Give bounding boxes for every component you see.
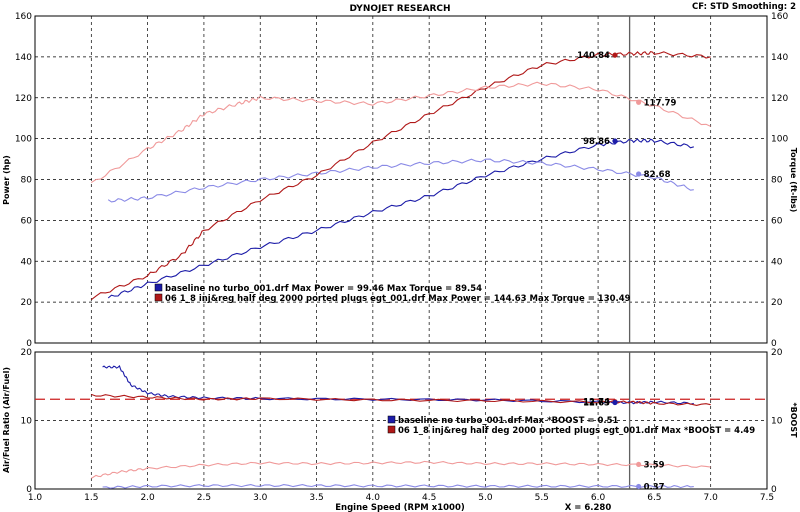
point-marker [636,483,642,490]
legend-entry-turbo: 06 1_8 inj&reg half deg 2000 ported plug… [165,294,631,304]
point-marker [612,138,618,144]
series-turbo_torque [90,81,711,184]
series-baseline_afr [102,365,694,405]
point-value-label: 140.84 [577,51,610,61]
y-tick-label-right: 160 [771,12,788,22]
y-tick-label-right: 10 [771,417,783,427]
x-tick-label: 4.0 [366,493,381,503]
x-tick-label: 1.0 [28,493,43,503]
y-tick-label-left: 140 [15,53,32,63]
chart-settings-info: CF: STD Smoothing: 2 [692,2,796,12]
point-marker [612,52,618,58]
point-value-label: 12.74 [583,398,610,408]
y-tick-label-left: 60 [21,216,33,226]
top-series-group [90,50,711,301]
top-legend: baseline no turbo_001.drf Max Power = 99… [154,283,631,304]
point-value-label: 0.37 [644,482,665,492]
point-value-label: 12.63 [583,398,610,408]
x-tick-label: 3.0 [253,493,268,503]
x-tick-label: 7.5 [760,493,774,503]
point-marker [636,171,642,177]
y-tick-label-right: 140 [771,53,788,63]
legend-entry-baseline: baseline no turbo_001.drf Max Power = 99… [165,284,482,294]
series-turbo_afr [91,393,711,406]
bottom-legend: baseline no turbo_001.drf Max *BOOST = 0… [387,415,755,436]
x-tick-label: 3.5 [309,493,323,503]
y-tick-label-right: 0 [771,339,777,349]
y-tick-label-right: 40 [771,257,783,267]
legend-swatch-turbo-boost [387,425,396,434]
y-tick-label-left: 40 [21,257,33,267]
y-tick-label-left: 80 [21,176,33,186]
legend-swatch-baseline-boost [387,415,396,424]
boost-axis-label: *BOOST [789,402,798,438]
legend-swatch-baseline [154,283,163,292]
bottom-series-group [91,365,711,489]
chart-title: DYNOJET RESEARCH [349,4,450,14]
top-gridlines [35,16,767,343]
y-tick-label-left: 160 [15,12,32,22]
x-axis-label: Engine Speed (RPM x1000) [335,503,465,512]
legend-entry-baseline-boost: baseline no turbo_001.drf Max *BOOST = 0… [398,416,619,426]
afr-axis-label: Air/Fuel Ratio (Air/Fuel) [2,367,11,473]
y-tick-label-left: 0 [26,485,32,495]
series-baseline_boost [102,484,694,489]
point-value-label: 117.79 [644,98,677,108]
power-axis-label: Power (hp) [2,155,11,205]
point-value-label: 82.68 [644,170,671,180]
x-tick-label: 6.5 [647,493,661,503]
y-tick-label-right: 0 [771,485,777,495]
torque-axis-label: Torque (ft-lbs) [789,148,798,213]
top-point-labels: 140.84 117.79 98.86 82.68 [577,51,676,180]
y-tick-label-left: 0 [26,339,32,349]
x-tick-label: 5.0 [478,493,493,503]
x-tick-label: 4.5 [422,493,436,503]
y-tick-label-right: 20 [771,348,783,358]
y-tick-label-right: 60 [771,216,783,226]
y-tick-label-right: 20 [771,298,783,308]
x-tick-label: 6.0 [591,493,606,503]
point-value-label: 98.86 [583,137,610,147]
series-baseline_power [107,138,694,299]
point-marker [636,461,642,468]
y-tick-label-left: 100 [15,135,32,145]
y-tick-label-right: 80 [771,176,783,186]
point-marker [636,99,642,105]
y-tick-label-right: 120 [771,94,788,104]
x-tick-label: 2.0 [140,493,155,503]
y-tick-label-left: 20 [21,298,33,308]
point-value-label: 3.59 [644,460,665,470]
legend-swatch-turbo [154,293,163,302]
x-tick-label: 7.0 [704,493,719,503]
y-tick-label-left: 20 [21,348,33,358]
y-tick-label-left: 10 [21,417,33,427]
series-turbo_boost [91,460,711,479]
y-tick-label-right: 100 [771,135,788,145]
legend-entry-turbo-boost: 06 1_8 inj&reg half deg 2000 ported plug… [398,426,755,436]
x-tick-label: 5.5 [535,493,549,503]
series-turbo_power [90,50,711,301]
series-baseline_torque [107,158,694,203]
x-tick-label: 2.5 [197,493,211,503]
cursor-readout: X = 6.280 [565,503,612,512]
point-marker [612,399,618,406]
x-tick-label: 1.5 [84,493,98,503]
y-tick-label-left: 120 [15,94,32,104]
